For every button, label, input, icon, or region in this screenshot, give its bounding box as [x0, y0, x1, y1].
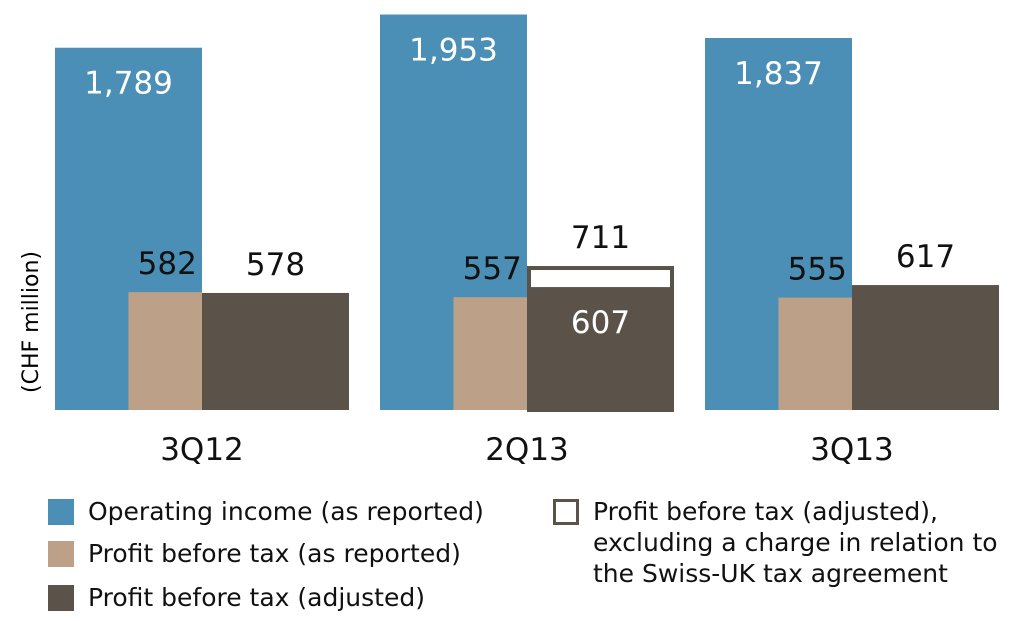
legend-item: Profit before tax (adjusted), excluding …	[553, 496, 1003, 589]
data-label: 1,953	[409, 33, 498, 69]
data-label: 711	[571, 220, 630, 256]
data-label: 617	[896, 239, 955, 275]
bar	[202, 292, 349, 410]
bar	[527, 287, 674, 410]
legend-item: Profit before tax (adjusted)	[48, 582, 508, 613]
x-tick-label: 2Q13	[485, 432, 569, 468]
data-label: 582	[138, 246, 197, 282]
legend-swatch	[48, 499, 74, 525]
bar	[128, 292, 202, 410]
legend-swatch	[48, 585, 74, 611]
data-label: 555	[788, 252, 847, 288]
bar	[453, 297, 527, 410]
data-label: 578	[246, 247, 305, 283]
x-tick-label: 3Q13	[810, 432, 894, 468]
data-label: 557	[463, 251, 522, 287]
legend-swatch	[553, 499, 579, 525]
y-axis-label: (CHF million)	[19, 251, 44, 393]
legend-item: Operating income (as reported)	[48, 496, 508, 527]
bar	[852, 285, 999, 410]
legend-label: Profit before tax (as reported)	[88, 539, 461, 568]
data-label: 1,837	[734, 56, 823, 92]
x-tick-label: 3Q12	[160, 432, 244, 468]
legend-label: Operating income (as reported)	[88, 497, 484, 526]
legend-swatch	[48, 541, 74, 567]
legend-item: Profit before tax (as reported)	[48, 538, 508, 569]
data-label: 1,789	[84, 66, 173, 102]
chart: (CHF million) 1,789 582 578 3Q12 1,953 711 557…	[19, 14, 999, 468]
bar	[778, 297, 852, 410]
data-label: 607	[571, 305, 630, 341]
legend-label: Profit before tax (adjusted), excluding …	[593, 497, 998, 588]
legend-label: Profit before tax (adjusted)	[88, 583, 425, 612]
